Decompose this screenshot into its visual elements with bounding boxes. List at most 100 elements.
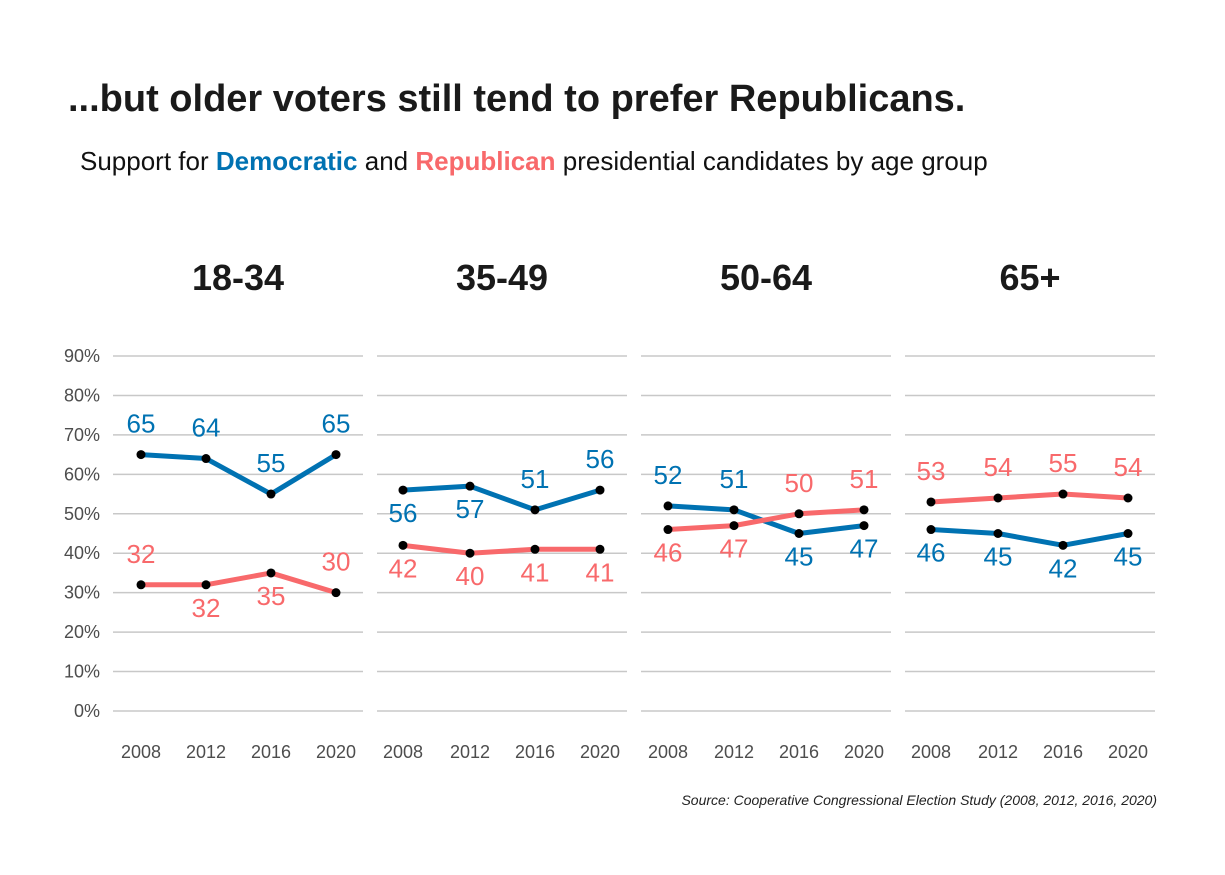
republican-data-label: 54 — [1114, 452, 1143, 482]
democratic-point — [926, 525, 936, 535]
republican-data-label: 40 — [456, 561, 485, 591]
republican-data-label: 50 — [785, 468, 814, 498]
y-tick-label: 70% — [64, 425, 100, 445]
democratic-line — [928, 527, 1131, 548]
democratic-data-label: 55 — [257, 448, 286, 478]
democratic-data-label: 56 — [389, 498, 418, 528]
democratic-data-label: 46 — [917, 538, 946, 568]
republican-point — [1058, 489, 1068, 499]
y-tick-label: 30% — [64, 583, 100, 603]
y-tick-label: 40% — [64, 543, 100, 563]
x-tick-label: 2012 — [450, 742, 490, 762]
y-tick-label: 60% — [64, 464, 100, 484]
republican-data-label: 53 — [917, 456, 946, 486]
facet-title: 50-64 — [720, 257, 812, 298]
x-tick-label: 2012 — [714, 742, 754, 762]
democratic-data-label: 56 — [586, 444, 615, 474]
democratic-point — [1123, 529, 1133, 538]
x-tick-label: 2020 — [316, 742, 356, 762]
republican-data-label: 32 — [192, 593, 221, 623]
democratic-point — [266, 489, 276, 499]
republican-data-label: 54 — [984, 452, 1013, 482]
democratic-point — [595, 485, 605, 495]
facet-title: 35-49 — [456, 257, 548, 298]
republican-point — [859, 505, 869, 515]
republican-line — [665, 507, 867, 533]
subtitle-democratic: Democratic — [215, 146, 358, 176]
republican-line — [928, 491, 1131, 505]
subtitle-suffix: presidential candidates by age group — [562, 146, 988, 176]
democratic-point — [331, 450, 341, 460]
democratic-data-label: 52 — [654, 460, 683, 490]
x-tick-label: 2016 — [779, 742, 819, 762]
x-tick-label: 2016 — [515, 742, 555, 762]
democratic-data-label: 64 — [192, 413, 221, 443]
subtitle-middle: and — [364, 146, 409, 176]
republican-data-label: 46 — [654, 538, 683, 568]
subtitle-prefix: Support for — [80, 146, 209, 176]
facet-title: 18-34 — [192, 257, 284, 298]
x-tick-label: 2008 — [121, 742, 161, 762]
democratic-data-label: 51 — [720, 464, 749, 494]
democratic-data-label: 47 — [850, 534, 879, 564]
republican-data-label: 35 — [257, 581, 286, 611]
republican-point — [729, 521, 739, 531]
democratic-line — [138, 452, 339, 497]
democratic-data-label: 57 — [456, 494, 485, 524]
y-tick-label: 20% — [64, 622, 100, 642]
x-tick-label: 2012 — [186, 742, 226, 762]
republican-line — [138, 570, 339, 596]
democratic-data-label: 42 — [1049, 553, 1078, 583]
x-tick-label: 2008 — [383, 742, 423, 762]
democratic-point — [1058, 540, 1068, 550]
democratic-data-label: 65 — [127, 409, 156, 439]
x-tick-label: 2020 — [844, 742, 884, 762]
democratic-line — [400, 483, 603, 513]
republican-point — [465, 548, 475, 558]
republican-data-label: 55 — [1049, 448, 1078, 478]
republican-point — [926, 497, 936, 507]
democratic-point — [398, 485, 408, 495]
x-tick-label: 2020 — [580, 742, 620, 762]
chart-subtitle: Support for Democratic and Republican pr… — [80, 146, 988, 177]
democratic-point — [136, 450, 146, 460]
x-tick-label: 2012 — [978, 742, 1018, 762]
democratic-data-label: 45 — [785, 542, 814, 572]
x-tick-label: 2008 — [648, 742, 688, 762]
republican-point — [201, 580, 211, 590]
democratic-data-label: 65 — [322, 409, 351, 439]
democratic-point — [465, 481, 475, 491]
facet-title: 65+ — [999, 257, 1060, 298]
republican-data-label: 41 — [521, 557, 550, 587]
republican-data-label: 32 — [127, 539, 156, 569]
republican-line — [400, 542, 603, 556]
republican-data-label: 41 — [586, 557, 615, 587]
republican-point — [136, 580, 146, 590]
democratic-point — [794, 529, 804, 538]
republican-point — [331, 588, 341, 598]
democratic-data-label: 45 — [984, 542, 1013, 572]
democratic-point — [859, 521, 869, 531]
x-tick-label: 2020 — [1108, 742, 1148, 762]
democratic-point — [993, 529, 1003, 538]
x-tick-label: 2016 — [251, 742, 291, 762]
chart-title: ...but older voters still tend to prefer… — [68, 78, 966, 120]
x-tick-label: 2016 — [1043, 742, 1083, 762]
democratic-point — [530, 505, 540, 515]
republican-point — [595, 544, 605, 554]
subtitle-republican: Republican — [415, 146, 556, 176]
republican-data-label: 51 — [850, 464, 879, 494]
republican-data-label: 30 — [322, 547, 351, 577]
republican-point — [398, 540, 408, 550]
republican-point — [266, 568, 276, 578]
republican-point — [663, 525, 673, 535]
republican-point — [794, 509, 804, 519]
democratic-data-label: 45 — [1114, 542, 1143, 572]
democratic-data-label: 51 — [521, 464, 550, 494]
democratic-point — [663, 501, 673, 511]
x-tick-label: 2008 — [911, 742, 951, 762]
y-tick-label: 90% — [64, 346, 100, 366]
republican-data-label: 42 — [389, 553, 418, 583]
